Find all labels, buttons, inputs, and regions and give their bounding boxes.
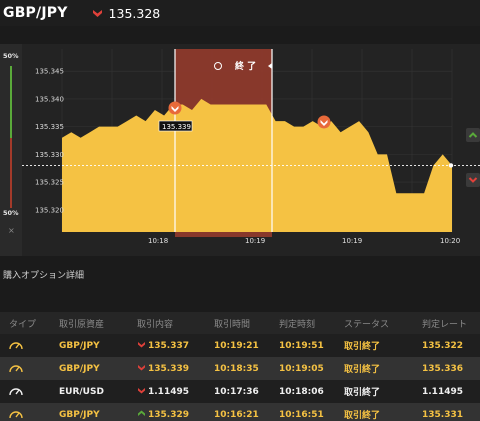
down-arrow-icon	[138, 341, 145, 347]
header-judge-time: 判定時刻	[279, 319, 316, 330]
y-tick-label: 135.320	[35, 206, 64, 214]
y-tick-label: 135.335	[35, 123, 64, 131]
y-axis-labels: 135.345 135.340 135.335 135.330 135.325 135.3…	[35, 68, 64, 215]
table-row[interactable]: GBP/JPY 135.339 10:18:35 10:19:05 取引終了 1…	[0, 357, 480, 380]
cell-content: 135.337	[137, 341, 189, 351]
down-arrow-icon	[138, 387, 145, 393]
price-tooltip: 135.339	[158, 120, 193, 132]
down-arrow-icon	[138, 364, 145, 370]
trades-table: タイプ 取引原資産 取引内容 取引時間 判定時刻 ステータス 判定レート GBP…	[0, 312, 480, 421]
header-status: ステータス	[344, 319, 390, 330]
cell-asset: GBP/JPY	[59, 340, 100, 351]
cell-content: 135.329	[137, 410, 189, 420]
cell-status: 取引終了	[344, 365, 381, 375]
table-row[interactable]: GBP/JPY 135.329 10:16:21 10:16:51 取引終了 1…	[0, 403, 480, 421]
cell-asset: GBP/JPY	[59, 409, 100, 420]
x-tick-label: 10:18	[148, 237, 168, 245]
price-chart-panel: 50% 50% × 135.345 135.340 135.335 135.330 13…	[0, 44, 480, 256]
table-row[interactable]: EUR/USD 1.11495 10:17:36 10:18:06 取引終了 1…	[0, 380, 480, 403]
gauge-icon	[9, 411, 23, 419]
sentiment-meter: 50% 50% ×	[0, 44, 22, 256]
meter-top-label: 50%	[3, 52, 19, 60]
table-row[interactable]: GBP/JPY 135.337 10:19:21 10:19:51 取引終了 1…	[0, 334, 480, 357]
meter-red-bar	[10, 138, 12, 208]
cell-judge-time: 10:19:05	[279, 363, 324, 374]
put-side-button[interactable]	[466, 173, 480, 187]
cell-content: 1.11495	[137, 387, 189, 397]
header-content: 取引内容	[137, 319, 174, 330]
down-arrow-icon	[92, 9, 102, 17]
cell-status: 取引終了	[344, 388, 381, 398]
cell-asset: GBP/JPY	[59, 363, 100, 374]
x-tick-label: 10:19	[245, 237, 265, 245]
header-trade-time: 取引時間	[214, 319, 251, 330]
price-area	[62, 98, 452, 233]
cell-asset: EUR/USD	[59, 386, 104, 397]
current-price: 135.328	[108, 5, 161, 21]
cell-judge-rate: 135.331	[422, 409, 463, 420]
y-tick-label: 135.325	[35, 179, 64, 187]
header-type: タイプ	[9, 319, 37, 330]
table-body: GBP/JPY 135.337 10:19:21 10:19:51 取引終了 1…	[0, 334, 480, 421]
cell-status: 取引終了	[344, 411, 381, 421]
cell-rate: 1.11495	[148, 386, 189, 397]
cell-trade-time: 10:17:36	[214, 386, 259, 397]
cell-rate: 135.339	[148, 363, 189, 374]
cell-judge-time: 10:16:51	[279, 409, 324, 420]
cell-judge-time: 10:18:06	[279, 386, 324, 397]
y-tick-label: 135.340	[35, 95, 64, 103]
y-tick-label: 135.345	[35, 68, 64, 76]
cell-content: 135.339	[137, 364, 189, 374]
current-price-dot	[448, 163, 454, 168]
cell-judge-rate: 135.336	[422, 363, 463, 374]
cell-judge-rate: 1.11495	[422, 386, 463, 397]
header-bar: GBP/JPY 135.328	[0, 0, 480, 26]
cell-rate: 135.337	[148, 340, 189, 351]
up-arrow-icon	[138, 410, 145, 416]
gauge-icon	[9, 388, 23, 396]
x-axis-labels: 10:18 10:19 10:19 10:20	[148, 237, 460, 245]
cell-status: 取引終了	[344, 342, 381, 352]
entry-marker-1	[168, 101, 182, 115]
cell-trade-time: 10:19:21	[214, 340, 259, 351]
meter-green-bar	[10, 66, 12, 138]
currency-pair-title: GBP/JPY	[3, 5, 68, 21]
expiry-label: 終 了	[214, 60, 272, 72]
cell-trade-time: 10:18:35	[214, 363, 259, 374]
gauge-icon	[9, 365, 23, 373]
cell-judge-time: 10:19:51	[279, 340, 324, 351]
section-title: 購入オプション詳細	[3, 271, 85, 281]
meter-bottom-label: 50%	[3, 209, 19, 217]
header-asset: 取引原資産	[59, 319, 105, 330]
call-side-button[interactable]	[466, 128, 480, 142]
tooltip-price: 135.339	[162, 123, 191, 131]
header-judge-rate: 判定レート	[422, 319, 468, 330]
y-tick-label: 135.330	[35, 151, 64, 159]
x-tick-label: 10:19	[342, 237, 362, 245]
x-tick-label: 10:20	[440, 237, 460, 245]
cell-judge-rate: 135.322	[422, 340, 463, 351]
entry-marker-2	[317, 115, 331, 129]
table-header: タイプ 取引原資産 取引内容 取引時間 判定時刻 ステータス 判定レート	[0, 312, 480, 334]
price-chart: 135.345 135.340 135.335 135.330 135.325 135.3…	[22, 49, 480, 245]
cell-rate: 135.329	[148, 409, 189, 420]
meter-close-icon[interactable]: ×	[8, 226, 15, 235]
cell-trade-time: 10:16:21	[214, 409, 259, 420]
expiry-label-text: 終 了	[235, 60, 256, 72]
gauge-icon	[9, 342, 23, 350]
